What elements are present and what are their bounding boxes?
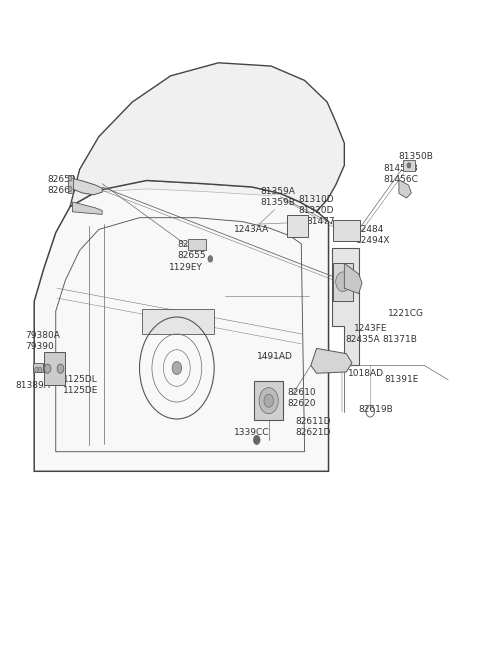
Circle shape [68, 176, 72, 181]
Text: 1129EY: 1129EY [169, 263, 203, 272]
Text: 1491AD: 1491AD [257, 352, 293, 362]
Text: 81371B: 81371B [383, 335, 418, 344]
Text: 1018AD: 1018AD [348, 369, 384, 378]
Text: 82611D
82621D: 82611D 82621D [295, 417, 331, 437]
Text: 1339CC: 1339CC [234, 428, 270, 437]
Circle shape [44, 364, 51, 373]
Text: 1243FE: 1243FE [354, 324, 387, 333]
Polygon shape [34, 180, 328, 472]
Text: 82650
82660: 82650 82660 [48, 175, 76, 195]
Text: 81359A
81359B: 81359A 81359B [260, 187, 295, 207]
Polygon shape [333, 219, 360, 241]
Circle shape [208, 255, 213, 262]
Text: 82484
82494X: 82484 82494X [356, 225, 390, 245]
Circle shape [38, 367, 42, 373]
Text: 1243AA: 1243AA [234, 225, 269, 234]
Text: 81456B
81456C: 81456B 81456C [384, 164, 419, 184]
Text: 82619B: 82619B [359, 405, 394, 414]
Polygon shape [142, 309, 214, 334]
Polygon shape [311, 348, 352, 373]
Text: 79380A
79390: 79380A 79390 [25, 331, 60, 350]
Circle shape [68, 186, 72, 191]
Polygon shape [332, 248, 359, 365]
Circle shape [253, 436, 260, 445]
Text: 82610
82620: 82610 82620 [287, 388, 315, 408]
Polygon shape [403, 160, 415, 171]
Circle shape [407, 163, 411, 168]
Polygon shape [188, 239, 205, 250]
Polygon shape [84, 78, 333, 196]
Polygon shape [33, 364, 43, 372]
Circle shape [336, 272, 350, 291]
Polygon shape [68, 175, 73, 193]
Text: 81310D
81320D: 81310D 81320D [299, 195, 334, 215]
Text: 81389A: 81389A [15, 381, 50, 390]
Text: 81391E: 81391E [384, 375, 419, 384]
Polygon shape [70, 63, 344, 211]
Circle shape [264, 394, 274, 407]
Text: 1125DL
1125DE: 1125DL 1125DE [63, 375, 98, 395]
Polygon shape [44, 352, 65, 385]
Polygon shape [344, 263, 362, 293]
Polygon shape [72, 178, 102, 195]
Text: 81350B: 81350B [398, 152, 433, 160]
Text: 1221CG: 1221CG [388, 309, 424, 318]
Circle shape [172, 362, 181, 375]
Text: 82435A: 82435A [345, 335, 380, 344]
Polygon shape [72, 202, 102, 214]
Circle shape [259, 388, 278, 414]
Polygon shape [399, 179, 411, 198]
Text: 82665
82655: 82665 82655 [178, 240, 206, 261]
Text: 81477: 81477 [306, 217, 335, 226]
Circle shape [57, 364, 64, 373]
Circle shape [35, 367, 38, 373]
Polygon shape [287, 215, 308, 237]
Polygon shape [333, 263, 353, 301]
Polygon shape [254, 381, 283, 421]
